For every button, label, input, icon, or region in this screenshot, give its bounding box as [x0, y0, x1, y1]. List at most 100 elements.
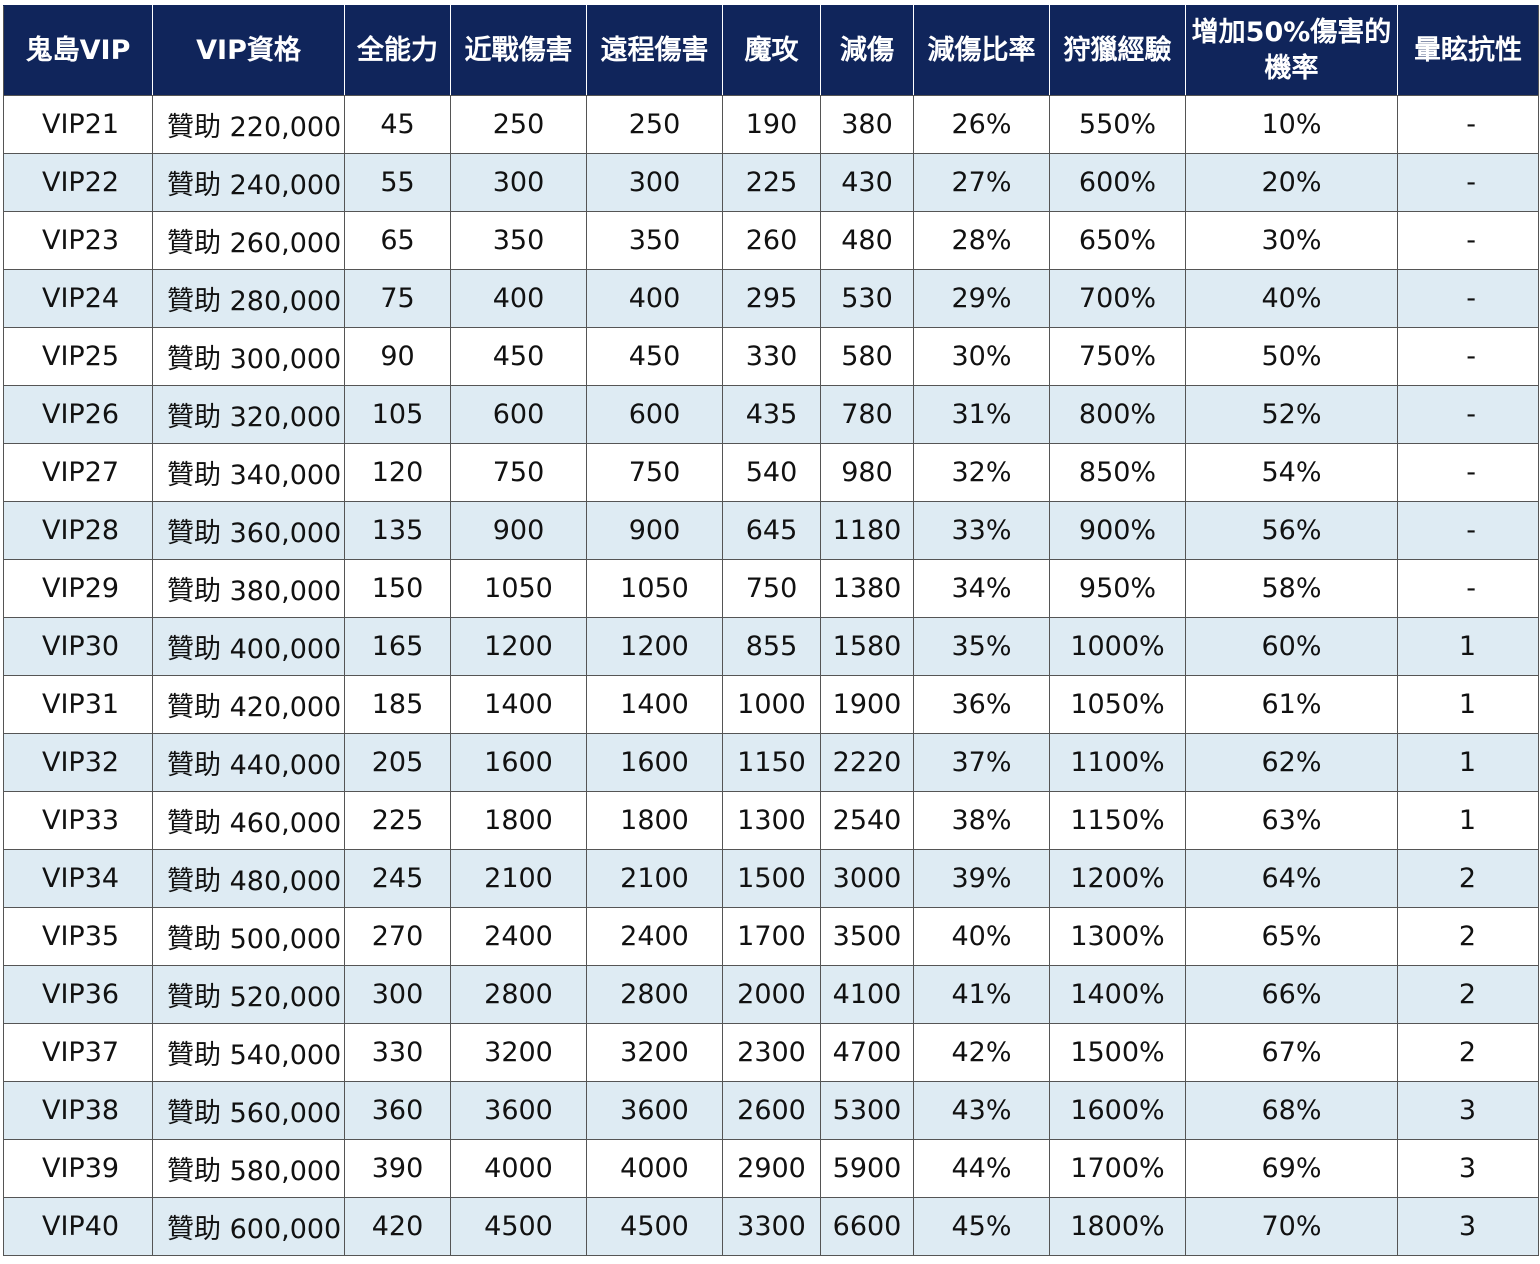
table-cell: VIP21: [3, 95, 153, 154]
table-cell: 1300%: [1049, 907, 1186, 966]
table-cell: 2540: [820, 791, 914, 850]
table-cell: 5300: [820, 1081, 914, 1140]
column-header-label: 全能力: [357, 34, 438, 66]
table-cell: 2900: [722, 1139, 821, 1198]
table-cell: -: [1397, 153, 1539, 212]
table-cell: 2: [1397, 965, 1539, 1024]
table-cell: 1300: [722, 791, 821, 850]
table-cell: 1200%: [1049, 849, 1186, 908]
table-cell: 400: [586, 269, 723, 328]
table-cell: 贊助 280,000: [152, 269, 345, 328]
table-cell: 3600: [586, 1081, 723, 1140]
table-cell: 27%: [913, 153, 1050, 212]
table-cell: 245: [344, 849, 451, 908]
table-cell: 61%: [1185, 675, 1398, 734]
table-cell: 1900: [820, 675, 914, 734]
table-cell: 700%: [1049, 269, 1186, 328]
table-cell: 贊助 460,000: [152, 791, 345, 850]
table-cell: 430: [820, 153, 914, 212]
table-cell: 62%: [1185, 733, 1398, 792]
table-cell: 68%: [1185, 1081, 1398, 1140]
table-cell: 135: [344, 501, 451, 560]
table-cell: 36%: [913, 675, 1050, 734]
table-cell: 185: [344, 675, 451, 734]
table-cell: 41%: [913, 965, 1050, 1024]
table-cell: 4000: [586, 1139, 723, 1198]
table-cell: 40%: [1185, 269, 1398, 328]
table-cell: 贊助 320,000: [152, 385, 345, 444]
table-cell: 750: [450, 443, 587, 502]
table-cell: 350: [450, 211, 587, 270]
table-cell: 3: [1397, 1081, 1539, 1140]
table-cell: 450: [586, 327, 723, 386]
table-cell: 450: [450, 327, 587, 386]
table-row: VIP35 贊助 500,000 270 2400 2400 1700 3500 40% 130…: [3, 907, 1539, 966]
table-cell: 28%: [913, 211, 1050, 270]
table-cell: VIP35: [3, 907, 153, 966]
table-body: VIP21 贊助 220,000 45 250 250 190 380 26% 550% 10% -…: [3, 95, 1539, 1256]
table-cell: -: [1397, 327, 1539, 386]
table-cell: 900: [450, 501, 587, 560]
table-cell: 1: [1397, 617, 1539, 676]
table-cell: 1400: [450, 675, 587, 734]
table-cell: 260: [722, 211, 821, 270]
table-cell: 贊助 400,000: [152, 617, 345, 676]
header-ranged-damage: 遠程傷害: [586, 5, 723, 96]
table-cell: 400: [450, 269, 587, 328]
table-cell: VIP39: [3, 1139, 153, 1198]
table-cell: 4000: [450, 1139, 587, 1198]
table-cell: 2: [1397, 1023, 1539, 1082]
table-cell: 540: [722, 443, 821, 502]
table-row: VIP31 贊助 420,000 185 1400 1400 1000 1900 36% 105…: [3, 675, 1539, 734]
table-cell: 45: [344, 95, 451, 154]
table-header: 鬼島VIP VIP資格 全能力 近戰傷害 遠程傷害 魔攻 減傷 減傷比率 狩獵經驗 增加50%傷害…: [3, 5, 1539, 96]
table-cell: 750%: [1049, 327, 1186, 386]
table-cell: 2800: [450, 965, 587, 1024]
table-cell: 贊助 340,000: [152, 443, 345, 502]
table-cell: 1600%: [1049, 1081, 1186, 1140]
table-cell: VIP32: [3, 733, 153, 792]
table-cell: 300: [450, 153, 587, 212]
table-cell: 26%: [913, 95, 1050, 154]
table-cell: 1: [1397, 791, 1539, 850]
table-cell: 1150: [722, 733, 821, 792]
table-cell: 贊助 440,000: [152, 733, 345, 792]
table-cell: 2800: [586, 965, 723, 1024]
table-row: VIP25 贊助 300,000 90 450 450 330 580 30% 750% 50% -: [3, 327, 1539, 386]
table-cell: VIP23: [3, 211, 153, 270]
table-cell: -: [1397, 95, 1539, 154]
table-cell: 6600: [820, 1197, 914, 1256]
table-cell: 90: [344, 327, 451, 386]
table-cell: 580: [820, 327, 914, 386]
table-cell: 39%: [913, 849, 1050, 908]
table-cell: 3: [1397, 1197, 1539, 1256]
table-row: VIP29 贊助 380,000 150 1050 1050 750 1380 34% 950%…: [3, 559, 1539, 618]
table-cell: 435: [722, 385, 821, 444]
column-header-label: 減傷: [840, 34, 894, 66]
column-header-label: 鬼島VIP: [25, 34, 131, 66]
table-cell: 贊助 480,000: [152, 849, 345, 908]
header-hunting-exp: 狩獵經驗: [1049, 5, 1186, 96]
table-cell: 63%: [1185, 791, 1398, 850]
table-cell: 30%: [913, 327, 1050, 386]
table-cell: 2: [1397, 907, 1539, 966]
table-cell: 1700%: [1049, 1139, 1186, 1198]
table-cell: 1050: [450, 559, 587, 618]
table-cell: 60%: [1185, 617, 1398, 676]
table-cell: 300: [586, 153, 723, 212]
table-cell: 1200: [450, 617, 587, 676]
table-cell: 37%: [913, 733, 1050, 792]
table-cell: 1: [1397, 675, 1539, 734]
table-cell: 120: [344, 443, 451, 502]
table-cell: 105: [344, 385, 451, 444]
table-cell: VIP22: [3, 153, 153, 212]
table-cell: 75: [344, 269, 451, 328]
table-cell: 4700: [820, 1023, 914, 1082]
header-vip-qualification: VIP資格: [152, 5, 345, 96]
header-melee-damage: 近戰傷害: [450, 5, 587, 96]
header-damage-reduction: 減傷: [820, 5, 914, 96]
table-cell: 65%: [1185, 907, 1398, 966]
table-cell: 45%: [913, 1197, 1050, 1256]
table-cell: 贊助 380,000: [152, 559, 345, 618]
table-cell: 225: [344, 791, 451, 850]
